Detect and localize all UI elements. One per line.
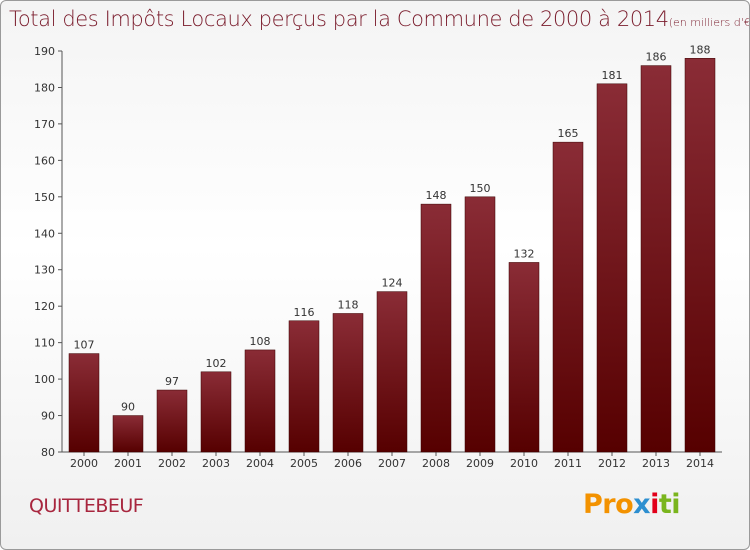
bar-value-label: 150	[470, 182, 491, 195]
x-tick-label: 2006	[334, 457, 362, 470]
bar-value-label: 148	[426, 189, 447, 202]
bar	[244, 349, 276, 453]
bar	[508, 262, 540, 453]
bar-value-label: 107	[74, 339, 95, 352]
bar-value-label: 90	[121, 401, 135, 414]
proxiti-logo: Proxiti	[583, 489, 681, 520]
x-tick-label: 2004	[246, 457, 274, 470]
bar-value-label: 102	[206, 357, 227, 370]
x-tick-label: 2003	[202, 457, 230, 470]
bar-value-label: 132	[514, 247, 535, 260]
bar-value-label: 108	[250, 335, 271, 348]
bar	[200, 371, 232, 453]
y-tick-label: 110	[34, 337, 55, 350]
bar	[640, 65, 672, 453]
y-tick-label: 90	[41, 410, 55, 423]
x-tick-label: 2010	[510, 457, 538, 470]
bar-value-label: 124	[382, 277, 403, 290]
bar-value-label: 181	[602, 69, 623, 82]
chart-title: Total des Impôts Locaux perçus par la Co…	[9, 7, 750, 31]
bar	[112, 415, 144, 453]
x-tick-label: 2000	[70, 457, 98, 470]
bar	[684, 58, 716, 453]
x-tick-label: 2012	[598, 457, 626, 470]
x-tick-label: 2005	[290, 457, 318, 470]
y-tick-label: 150	[34, 191, 55, 204]
bar	[464, 196, 496, 453]
y-tick-label: 160	[34, 154, 55, 167]
y-tick-label: 180	[34, 81, 55, 94]
x-tick-label: 2014	[686, 457, 714, 470]
chart-title-main: Total des Impôts Locaux perçus par la Co…	[9, 7, 669, 31]
x-tick-label: 2001	[114, 457, 142, 470]
x-tick-label: 2007	[378, 457, 406, 470]
bar-value-label: 165	[558, 127, 579, 140]
bar-value-label: 118	[338, 298, 359, 311]
chart-title-unit: (en milliers d'€)	[668, 16, 750, 29]
x-tick-label: 2002	[158, 457, 186, 470]
commune-name: QUITTEBEUF	[29, 495, 144, 517]
x-tick-label: 2009	[466, 457, 494, 470]
bar-value-label: 116	[294, 306, 315, 319]
x-tick-label: 2011	[554, 457, 582, 470]
bar-value-label: 188	[690, 43, 711, 56]
bar	[376, 291, 408, 453]
bar	[420, 203, 452, 453]
chart-axes: 80 90 100 110 120 130 140 150 160 170 180 190 2000 20…	[34, 45, 722, 470]
chart-data-labels: 107 90 97 102 108 116 118 124 148 150 132 165 181 186…	[74, 43, 711, 413]
bar	[596, 83, 628, 453]
y-tick-label: 120	[34, 300, 55, 313]
bar	[332, 313, 364, 453]
chart-bars	[68, 58, 716, 453]
y-tick-label: 190	[34, 45, 55, 58]
bar	[552, 141, 584, 453]
bar	[288, 320, 320, 453]
y-tick-label: 140	[34, 227, 55, 240]
x-tick-label: 2013	[642, 457, 670, 470]
x-tick-label: 2008	[422, 457, 450, 470]
bar-value-label: 186	[646, 51, 667, 64]
bar-value-label: 97	[165, 375, 179, 388]
bar	[68, 353, 100, 453]
y-tick-label: 130	[34, 264, 55, 277]
y-tick-label: 80	[41, 446, 55, 459]
y-tick-label: 170	[34, 118, 55, 131]
y-tick-label: 100	[34, 373, 55, 386]
bar	[156, 389, 188, 453]
